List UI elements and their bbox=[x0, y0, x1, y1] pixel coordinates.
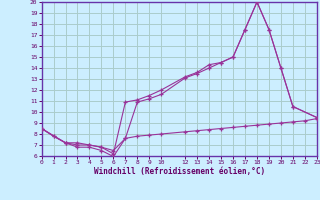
X-axis label: Windchill (Refroidissement éolien,°C): Windchill (Refroidissement éolien,°C) bbox=[94, 167, 265, 176]
